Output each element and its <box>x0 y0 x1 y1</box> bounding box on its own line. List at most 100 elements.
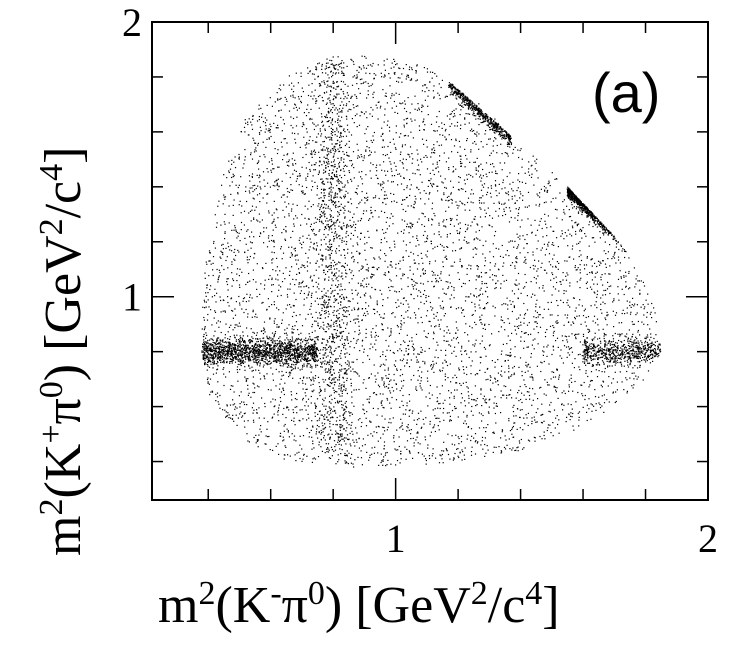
scatter-point <box>541 414 543 416</box>
scatter-point <box>257 356 259 358</box>
scatter-point <box>279 383 281 385</box>
scatter-point <box>271 214 273 216</box>
scatter-point <box>291 88 293 90</box>
scatter-point <box>246 433 248 435</box>
scatter-point <box>629 377 631 379</box>
scatter-point <box>311 118 313 120</box>
scatter-point <box>554 178 556 180</box>
scatter-point <box>282 159 284 161</box>
scatter-point <box>426 240 428 242</box>
scatter-point <box>643 308 645 310</box>
scatter-point <box>242 300 244 302</box>
scatter-point <box>398 445 400 448</box>
scatter-point <box>425 297 427 299</box>
scatter-point <box>201 328 203 330</box>
scatter-point <box>388 421 390 424</box>
scatter-point <box>315 69 318 71</box>
scatter-point <box>528 440 531 442</box>
scatter-point <box>231 354 233 356</box>
scatter-point <box>291 332 293 334</box>
scatter-point <box>229 249 231 251</box>
scatter-point <box>479 356 481 358</box>
scatter-point <box>296 398 298 401</box>
scatter-point <box>323 310 326 312</box>
scatter-point <box>246 200 248 203</box>
scatter-point <box>413 353 415 355</box>
scatter-point <box>630 311 632 313</box>
scatter-point <box>603 250 605 252</box>
scatter-point <box>278 420 280 422</box>
scatter-point <box>313 274 315 277</box>
scatter-point <box>310 189 313 191</box>
scatter-point <box>516 256 518 258</box>
scatter-point <box>206 369 208 371</box>
scatter-point <box>344 184 346 186</box>
scatter-point <box>552 376 555 378</box>
scatter-point <box>397 232 399 234</box>
scatter-point <box>475 231 477 233</box>
scatter-point <box>456 125 458 127</box>
scatter-point <box>319 209 321 211</box>
scatter-point <box>488 345 491 347</box>
scatter-point <box>370 106 372 109</box>
scatter-point <box>621 312 623 315</box>
scatter-point <box>379 355 381 358</box>
scatter-point <box>302 366 304 368</box>
scatter-point <box>517 149 519 151</box>
scatter-point <box>373 131 375 134</box>
scatter-point <box>365 149 367 151</box>
scatter-point <box>395 92 397 94</box>
scatter-point <box>535 204 537 206</box>
scatter-point <box>288 213 290 215</box>
scatter-point <box>426 336 428 339</box>
scatter-point <box>332 156 334 158</box>
scatter-point <box>406 169 408 171</box>
scatter-point <box>433 331 435 333</box>
scatter-point <box>408 76 410 78</box>
scatter-point <box>409 266 411 268</box>
scatter-point <box>532 254 534 256</box>
scatter-point <box>278 309 280 311</box>
scatter-point <box>283 425 285 427</box>
scatter-point <box>477 268 479 270</box>
scatter-point <box>422 268 424 270</box>
scatter-point <box>306 419 308 421</box>
scatter-point <box>340 350 342 352</box>
scatter-point <box>384 454 386 456</box>
scatter-point <box>464 300 467 302</box>
scatter-point <box>266 193 268 195</box>
scatter-point <box>308 112 310 114</box>
scatter-point <box>358 308 360 310</box>
scatter-point <box>467 334 469 336</box>
scatter-point <box>421 257 423 259</box>
scatter-point <box>635 375 637 377</box>
scatter-point <box>354 115 356 117</box>
scatter-point <box>314 217 317 219</box>
scatter-point <box>533 416 535 418</box>
scatter-point <box>207 313 209 316</box>
scatter-point <box>436 245 439 247</box>
scatter-point <box>333 155 335 157</box>
scatter-point <box>471 393 473 396</box>
scatter-point <box>400 350 403 352</box>
scatter-point <box>228 371 230 373</box>
scatter-point <box>526 417 528 419</box>
scatter-point <box>478 276 480 278</box>
scatter-point <box>471 360 473 362</box>
scatter-point <box>522 287 525 289</box>
scatter-point <box>485 272 488 274</box>
scatter-point <box>643 285 646 287</box>
scatter-point <box>287 430 289 432</box>
scatter-point <box>397 299 399 301</box>
scatter-point <box>334 148 336 151</box>
scatter-point <box>440 271 442 273</box>
scatter-point <box>204 326 206 328</box>
scatter-point <box>314 89 316 91</box>
scatter-point <box>386 397 388 400</box>
scatter-point <box>432 274 434 276</box>
scatter-point <box>284 239 287 241</box>
scatter-point <box>497 372 499 374</box>
scatter-point <box>514 449 516 452</box>
scatter-point <box>281 370 283 373</box>
scatter-point <box>467 426 470 428</box>
